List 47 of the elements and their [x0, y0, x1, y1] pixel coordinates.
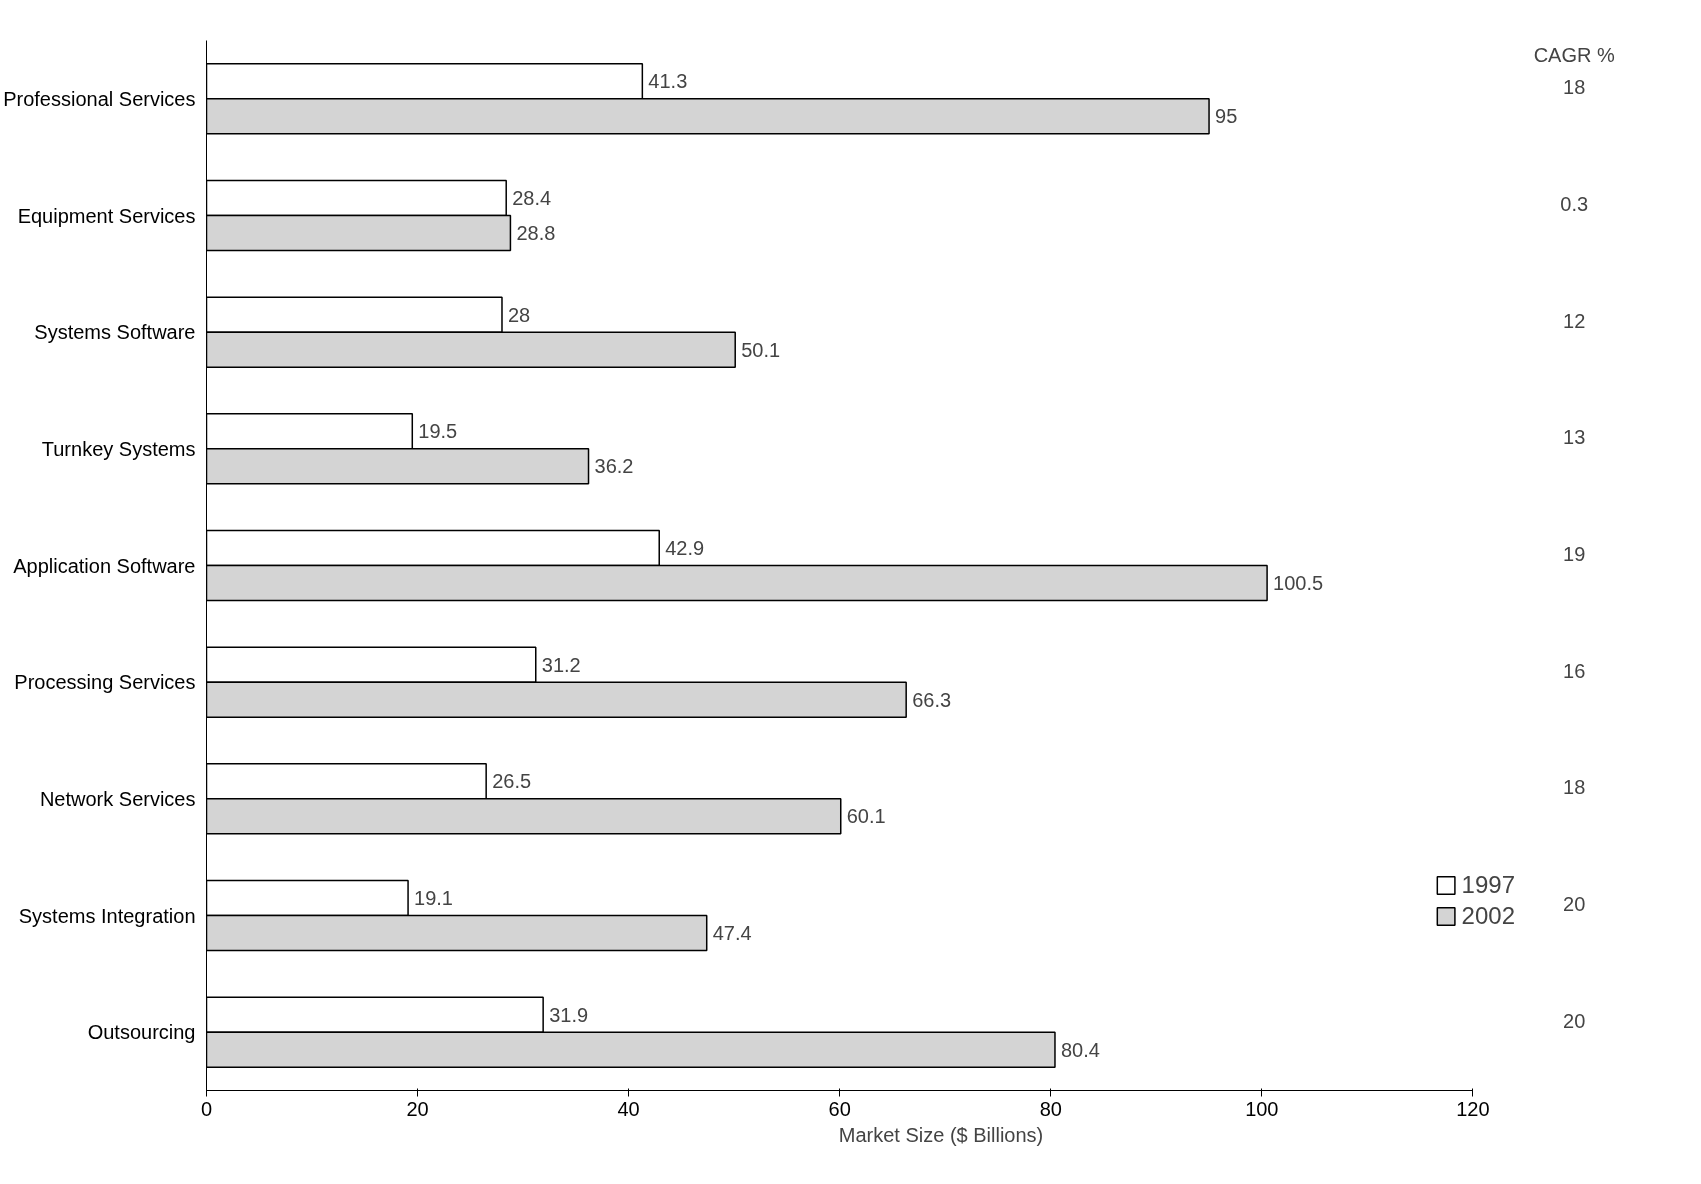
- y-tick-label: Systems Integration: [18, 904, 196, 927]
- y-tick-label: Professional Services: [3, 87, 196, 110]
- data-label: 28: [507, 303, 531, 326]
- data-label: 28.8: [516, 222, 556, 244]
- y-tick-label: Network Services: [39, 787, 196, 810]
- legend-label: 2002: [1461, 902, 1515, 930]
- y-tick-label: Systems Software: [34, 321, 196, 344]
- text: 20: [1563, 892, 1586, 915]
- text: 12: [1563, 309, 1586, 332]
- text: CAGR %: [1533, 43, 1615, 66]
- x-tick-label: 20: [406, 1097, 429, 1120]
- text: 16: [1563, 659, 1586, 682]
- text: 13: [1563, 426, 1586, 449]
- data-label: 28.4: [512, 187, 552, 209]
- data-label: 19.1: [414, 887, 453, 909]
- data-label: 19.5: [418, 420, 458, 443]
- x-tick-label: 120: [1456, 1097, 1490, 1120]
- text: 19: [1563, 542, 1586, 565]
- text: 20: [1563, 1009, 1586, 1032]
- data-label: 42.9: [665, 537, 705, 559]
- data-label: 95: [1215, 105, 1238, 128]
- data-label: 80.4: [1060, 1038, 1100, 1061]
- y-tick-label: Turnkey Systems: [41, 437, 196, 460]
- data-label: 36.2: [594, 455, 634, 478]
- legend-label: 1997: [1461, 871, 1515, 899]
- y-tick-label: Application Software: [13, 554, 196, 577]
- x-axis-title: Market Size ($ Billions): [838, 1123, 1044, 1146]
- data-label: 47.4: [712, 922, 752, 944]
- data-label: 60.1: [846, 805, 886, 828]
- data-label: 31.9: [549, 1003, 589, 1026]
- x-tick-label: 100: [1245, 1097, 1279, 1120]
- text: 18: [1563, 76, 1586, 99]
- x-tick-label: 80: [1039, 1097, 1062, 1120]
- data-label: 41.3: [648, 70, 688, 93]
- x-tick-label: 0: [200, 1097, 213, 1120]
- y-tick-label: Equipment Services: [17, 204, 196, 227]
- data-label: 31.2: [541, 653, 581, 676]
- text: 0.3: [1560, 192, 1589, 215]
- x-tick-label: 60: [828, 1097, 851, 1120]
- data-label: 50.1: [741, 338, 781, 361]
- data-label: 66.3: [912, 688, 952, 711]
- y-tick-label: Outsourcing: [87, 1021, 196, 1044]
- data-label: 100.5: [1273, 572, 1324, 594]
- y-tick-label: Processing Services: [14, 671, 196, 694]
- data-label: 26.5: [492, 770, 532, 793]
- x-tick-label: 40: [617, 1097, 640, 1120]
- text: 18: [1563, 776, 1586, 799]
